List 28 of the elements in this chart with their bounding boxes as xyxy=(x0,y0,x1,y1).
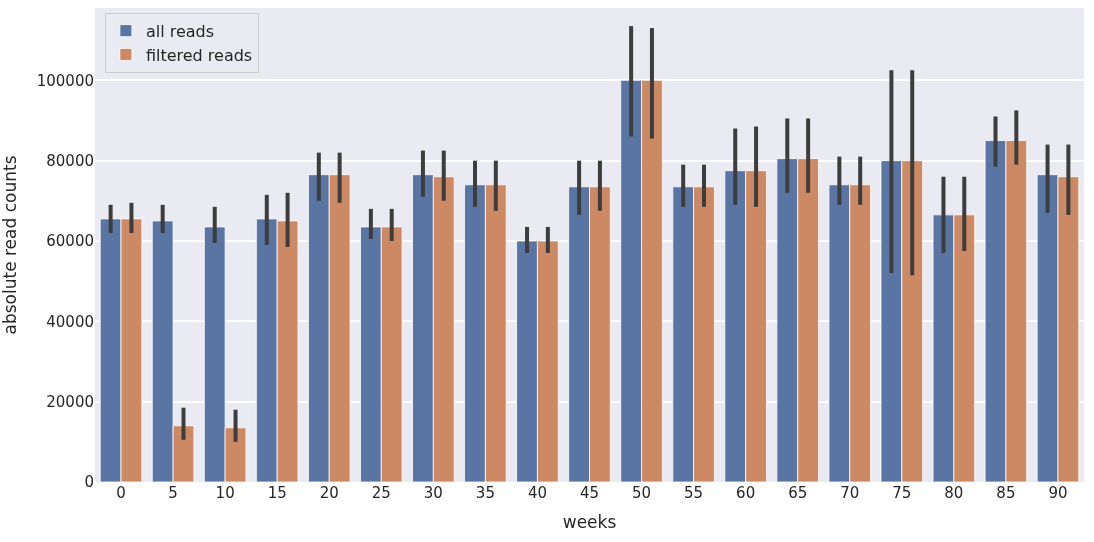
legend-label: filtered reads xyxy=(145,45,253,65)
x-tick-label: 5 xyxy=(168,484,178,502)
x-axis-title: weeks xyxy=(562,512,617,533)
x-tick-label: 45 xyxy=(579,484,600,502)
x-tick-label: 55 xyxy=(684,484,704,502)
x-tick-label: 90 xyxy=(1048,484,1068,502)
x-tick-label: 70 xyxy=(840,484,860,502)
x-tick-label: 65 xyxy=(788,484,808,502)
x-tick-label: 20 xyxy=(319,484,339,502)
y-tick-label: 40000 xyxy=(46,312,94,331)
x-tick-label: 35 xyxy=(475,484,495,502)
x-tick-label: 10 xyxy=(215,484,235,502)
x-tick-label: 25 xyxy=(371,484,391,502)
x-tick-label: 75 xyxy=(892,484,912,502)
x-tick-label: 40 xyxy=(527,484,547,502)
y-tick-label: 20000 xyxy=(46,392,94,411)
x-tick-label: 80 xyxy=(944,484,964,502)
y-tick-label: 100000 xyxy=(36,71,94,90)
x-tick-label: 0 xyxy=(116,484,126,502)
y-tick-label: 60000 xyxy=(46,232,94,251)
x-tick-label: 50 xyxy=(632,484,652,502)
y-tick-label: 80000 xyxy=(46,151,94,170)
x-tick-label: 30 xyxy=(423,484,443,502)
y-axis-title: absolute read counts xyxy=(0,155,21,335)
legend-label: all reads xyxy=(145,21,215,41)
x-tick-label: 15 xyxy=(267,484,287,502)
x-tick-label: 60 xyxy=(736,484,756,502)
x-tick-label: 85 xyxy=(996,484,1016,502)
